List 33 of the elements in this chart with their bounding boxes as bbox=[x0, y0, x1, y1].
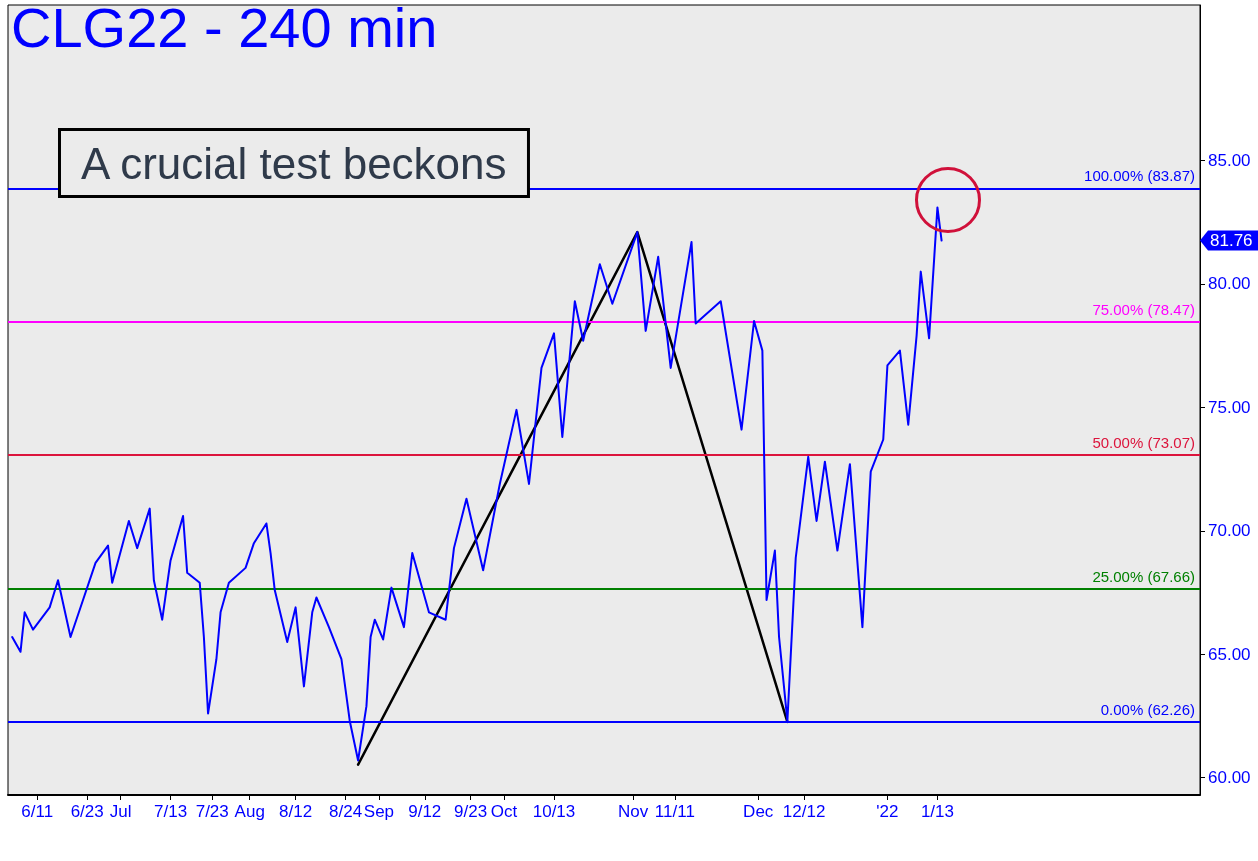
x-tick-label: 7/23 bbox=[195, 802, 229, 821]
ref-line-label: 100.00% (83.87) bbox=[1084, 167, 1195, 185]
y-tick-label: 85.00 bbox=[1208, 151, 1251, 171]
x-tick-label: Oct bbox=[490, 802, 518, 821]
x-tick-label: '22 bbox=[876, 802, 899, 821]
x-tick-label: 8/12 bbox=[279, 802, 313, 821]
x-tick-label: 1/13 bbox=[920, 802, 954, 821]
ref-line-label: 0.00% (62.26) bbox=[1100, 700, 1195, 718]
x-tick-label: Sep bbox=[363, 802, 395, 821]
x-tick-label: 12/12 bbox=[782, 802, 826, 821]
ref-line-label: 75.00% (78.47) bbox=[1092, 300, 1195, 318]
ref-line-label: 50.00% (73.07) bbox=[1092, 434, 1195, 452]
x-tick-label: Aug bbox=[234, 802, 265, 821]
x-tick-label: 6/11 bbox=[21, 802, 54, 821]
y-tick-label: 70.00 bbox=[1208, 521, 1251, 541]
x-tick-label: 7/13 bbox=[154, 802, 188, 821]
x-tick-label: 10/13 bbox=[532, 802, 576, 821]
x-tick-label: 9/23 bbox=[454, 802, 488, 821]
y-tick-label: 75.00 bbox=[1208, 397, 1251, 417]
x-tick-label: Dec bbox=[743, 802, 774, 821]
x-tick-label: 6/23 bbox=[70, 802, 104, 821]
x-tick-label: 11/11 bbox=[654, 802, 695, 821]
annotation: A crucial test beckons bbox=[81, 138, 507, 188]
y-tick-label: 65.00 bbox=[1208, 644, 1251, 664]
x-tick-label: 8/24 bbox=[329, 802, 363, 821]
ref-line-label: 25.00% (67.66) bbox=[1092, 567, 1195, 585]
x-tick-label: 9/12 bbox=[408, 802, 442, 821]
text: 81.76 bbox=[1210, 231, 1253, 251]
x-tick-label: Jul bbox=[109, 802, 132, 821]
y-tick-label: 60.00 bbox=[1208, 768, 1251, 788]
x-tick-label: Nov bbox=[618, 802, 649, 821]
chart-title: CLG22 - 240 min bbox=[11, 0, 438, 59]
y-tick-label: 80.00 bbox=[1208, 274, 1251, 294]
